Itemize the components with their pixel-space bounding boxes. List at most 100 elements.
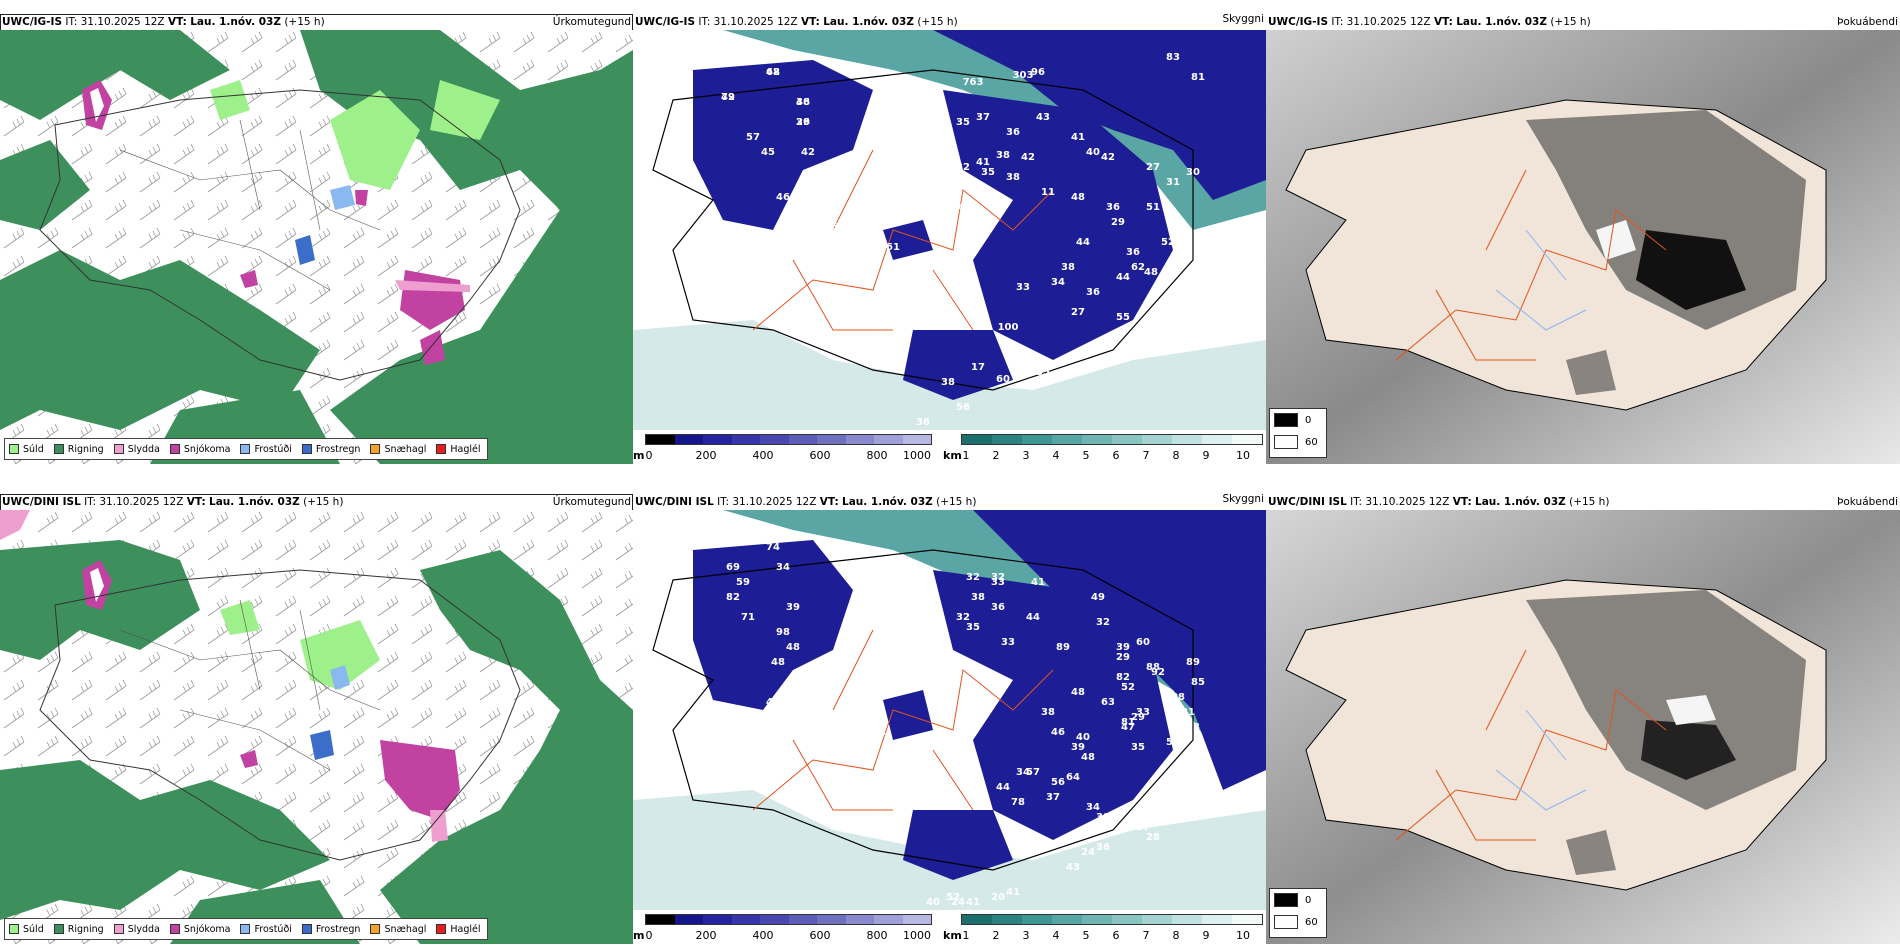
visibility-value: 32 [966, 572, 980, 583]
visibility-value: 40 [811, 662, 825, 673]
visibility-value: 88 [1146, 662, 1160, 673]
visibility-value: 39 [1116, 642, 1130, 653]
visibility-value: 34 [776, 562, 790, 573]
visibility-value: 82 [1116, 672, 1130, 683]
visibility-value: 36 [1126, 247, 1140, 258]
visibility-value: 52 [946, 892, 960, 903]
visibility-value: 31 [1166, 177, 1180, 188]
visibility-value: 44 [996, 782, 1010, 793]
visibility-value: 40 [1076, 732, 1090, 743]
visibility-value: 73 [1186, 722, 1200, 733]
panel-title: Skyggni [1222, 14, 1265, 25]
visibility-value: 32 [991, 572, 1005, 583]
visibility-value: 34 [1016, 767, 1030, 778]
visibility-value: 26 [796, 117, 810, 128]
visibility-value: 38 [1061, 262, 1075, 273]
visibility-value: 38 [971, 592, 985, 603]
visibility-value: 41 [1006, 887, 1020, 898]
visibility-value: 36 [1006, 127, 1020, 138]
legend-item: Súld [9, 924, 44, 935]
visibility-value: 81 [1191, 72, 1205, 83]
legend-item: Frostúði [240, 924, 292, 935]
visibility-value: 45 [761, 147, 775, 158]
visibility-value: 41 [701, 732, 715, 743]
fog-legend: 0 60 [1269, 888, 1327, 938]
visibility-value: 43 [971, 207, 985, 218]
visibility-value: 98 [776, 627, 790, 638]
visibility-value: 38 [1041, 707, 1055, 718]
visibility-value: 40 [926, 897, 940, 908]
visibility-value: 55 [1116, 312, 1130, 323]
panel-header: UWC/IG-IS IT: 31.10.2025 12Z VT: Lau. 1.… [633, 14, 1266, 30]
visibility-value: 43 [1171, 232, 1185, 243]
visibility-value: 44 [701, 242, 715, 253]
fog-panel-1: UWC/IG-IS IT: 31.10.2025 12Z VT: Lau. 1.… [1266, 14, 1900, 464]
panel-title: Úrkomutegund [552, 16, 631, 28]
visibility-value: 96 [1031, 67, 1045, 78]
visibility-value: 39 [796, 182, 810, 193]
precip-legend: Súld Rigning Slydda Snjókoma Frostúði Fr… [4, 918, 488, 940]
visibility-value: 85 [1191, 677, 1205, 688]
visibility-value: 89 [1056, 642, 1070, 653]
visibility-value: 39 [796, 117, 810, 128]
visibility-value: 48 [766, 67, 780, 78]
visibility-value: 27 [1136, 822, 1150, 833]
visibility-value: 92 [1151, 667, 1165, 678]
visibility-value: 41 [1031, 577, 1045, 588]
visibility-value: 81 [1121, 717, 1135, 728]
visibility-value: 88 [1171, 692, 1185, 703]
precip-map [0, 510, 633, 944]
visibility-value: 32 [956, 612, 970, 623]
fog-legend: 0 60 [1269, 408, 1327, 458]
panel-header: UWC/IG-IS IT: 31.10.2025 12Z VT: Lau. 1.… [2, 16, 631, 28]
visibility-value: 90 [836, 717, 850, 728]
visibility-value: 27 [1071, 307, 1085, 318]
visibility-value: 40 [766, 697, 780, 708]
visibility-value: 39 [1071, 742, 1085, 753]
legend-item: Haglél [436, 444, 481, 455]
visibility-value: 66 [831, 222, 845, 233]
visibility-value: 48 [771, 657, 785, 668]
visibility-value: 56 [956, 402, 970, 413]
visibility-value: 27 [1156, 802, 1170, 813]
visibility-value: 78 [1011, 797, 1025, 808]
visibility-value: 60 [1136, 637, 1150, 648]
visibility-value: 38 [941, 377, 955, 388]
legend-item: Snæhagl [370, 924, 426, 935]
visibility-value: 41 [1071, 132, 1085, 143]
visibility-value: 34 [1086, 802, 1100, 813]
visibility-value: 48 [786, 642, 800, 653]
visibility-value: 61 [886, 242, 900, 253]
visibility-value: 34 [1051, 277, 1065, 288]
visibility-value: 30 [951, 737, 965, 748]
fog-map [1266, 30, 1900, 464]
visibility-value: 35 [966, 622, 980, 633]
visibility-value: 40 [976, 192, 990, 203]
precip-legend: Súld Rigning Slydda Snjókoma Frostúði Fr… [4, 438, 488, 460]
visibility-value: 36 [786, 677, 800, 688]
visibility-value: 42 [1101, 152, 1115, 163]
visibility-value: 35 [1131, 742, 1145, 753]
model-name: UWC/IG-IS [2, 16, 63, 28]
visibility-value: 20 [991, 892, 1005, 903]
visibility-value: 28 [1146, 832, 1160, 843]
visibility-value: 36 [916, 417, 930, 428]
visibility-value: 69 [726, 562, 740, 573]
panel-header: UWC/DINI ISL IT: 31.10.2025 12Z VT: Lau.… [2, 496, 631, 508]
visibility-value: 763 [963, 77, 984, 88]
visibility-value: 47 [1121, 722, 1135, 733]
legend-item: Slydda [113, 444, 160, 455]
panel-title: Skyggni [1222, 494, 1265, 505]
legend-item: Rigning [53, 444, 104, 455]
legend-item: Snjókoma [169, 924, 230, 935]
panel-title: Þokuábendi [1837, 16, 1898, 28]
visibility-value: 44 [1116, 272, 1130, 283]
visibility-value: 38 [956, 247, 970, 258]
visibility-value: 38 [996, 150, 1010, 161]
visibility-value: 11 [1041, 187, 1055, 198]
visibility-value: 43 [1036, 112, 1050, 123]
visibility-value: 83 [1166, 52, 1180, 63]
visibility-value: 46 [776, 192, 790, 203]
